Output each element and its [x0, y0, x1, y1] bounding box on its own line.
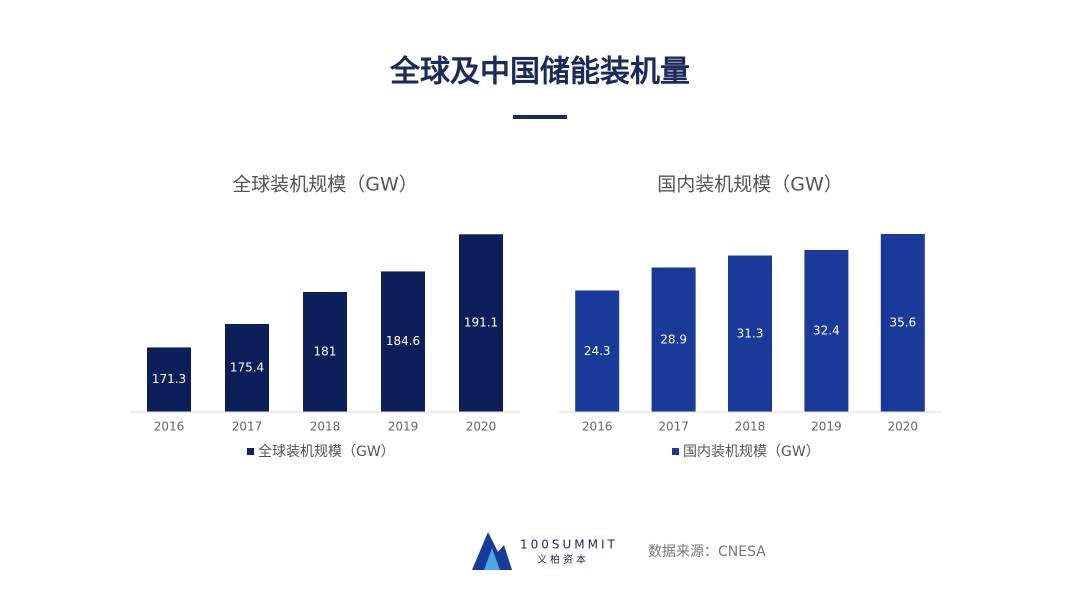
bar: [804, 250, 849, 412]
slide-title: 全球及中国储能装机量: [389, 55, 690, 90]
bar: [880, 234, 925, 412]
x-tick-label: 2020: [888, 420, 919, 434]
bar: [575, 290, 620, 412]
x-tick-label: 2019: [388, 420, 419, 434]
logo-subtext: 义柏资本: [537, 553, 589, 566]
bar: [303, 292, 347, 412]
legend-swatch: [672, 448, 679, 455]
chart-title: 国内装机规模（GW）: [657, 174, 843, 196]
bar: [651, 267, 696, 412]
chart-title: 全球装机规模（GW）: [232, 174, 418, 196]
bar: [225, 324, 269, 412]
data-label: 181: [314, 345, 337, 359]
data-label: 28.9: [660, 332, 687, 346]
data-label: 32.4: [813, 324, 840, 338]
data-label: 35.6: [889, 316, 916, 330]
data-label: 191.1: [464, 316, 498, 330]
x-tick-label: 2016: [154, 420, 185, 434]
bar: [459, 234, 503, 412]
legend-label: 全球装机规模（GW）: [258, 443, 395, 460]
x-tick-label: 2016: [582, 420, 613, 434]
title-underline: [513, 115, 567, 119]
legend-label: 国内装机规模（GW）: [683, 444, 820, 460]
logo-text: 100SUMMIT: [520, 538, 618, 552]
x-tick-label: 2020: [466, 420, 497, 434]
bar: [381, 271, 425, 412]
data-label: 31.3: [737, 326, 764, 340]
data-label: 175.4: [230, 361, 264, 375]
x-tick-label: 2018: [310, 420, 341, 434]
logo: 100SUMMIT 义柏资本: [472, 532, 618, 570]
logo-peak: [484, 548, 500, 570]
legend-swatch: [247, 448, 254, 455]
data-label: 171.3: [152, 372, 186, 386]
bar: [728, 255, 772, 412]
source: 数据来源：CNESA: [648, 544, 766, 560]
data-label: 184.6: [386, 334, 420, 348]
x-tick-label: 2019: [811, 420, 842, 434]
data-label: 24.3: [584, 344, 611, 358]
bar: [147, 347, 191, 412]
x-tick-label: 2017: [658, 420, 689, 434]
x-tick-label: 2017: [232, 420, 263, 434]
x-tick-label: 2018: [735, 420, 766, 434]
